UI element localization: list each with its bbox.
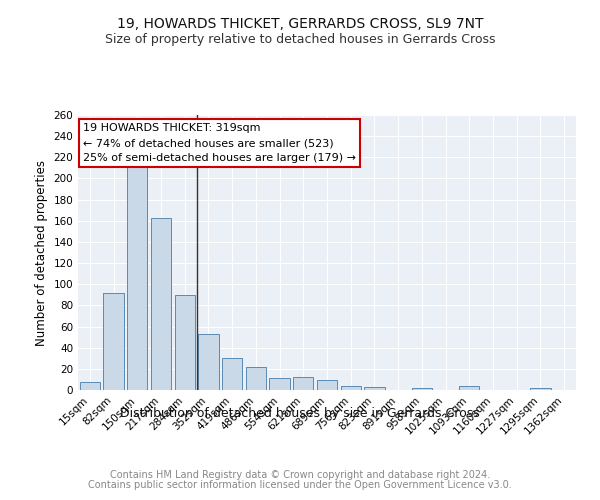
- Bar: [222, 358, 242, 390]
- Bar: [269, 378, 290, 390]
- Text: Contains HM Land Registry data © Crown copyright and database right 2024.: Contains HM Land Registry data © Crown c…: [110, 470, 490, 480]
- Bar: [341, 386, 361, 390]
- Bar: [80, 382, 100, 390]
- Bar: [530, 388, 551, 390]
- Bar: [246, 366, 266, 390]
- Bar: [317, 380, 337, 390]
- Text: Size of property relative to detached houses in Gerrards Cross: Size of property relative to detached ho…: [105, 32, 495, 46]
- Bar: [412, 388, 432, 390]
- Y-axis label: Number of detached properties: Number of detached properties: [35, 160, 48, 346]
- Text: Distribution of detached houses by size in Gerrards Cross: Distribution of detached houses by size …: [120, 408, 480, 420]
- Text: 19 HOWARDS THICKET: 319sqm
← 74% of detached houses are smaller (523)
25% of sem: 19 HOWARDS THICKET: 319sqm ← 74% of deta…: [83, 123, 356, 163]
- Bar: [199, 334, 218, 390]
- Bar: [459, 386, 479, 390]
- Bar: [151, 218, 171, 390]
- Text: 19, HOWARDS THICKET, GERRARDS CROSS, SL9 7NT: 19, HOWARDS THICKET, GERRARDS CROSS, SL9…: [117, 18, 483, 32]
- Bar: [127, 162, 148, 390]
- Bar: [175, 295, 195, 390]
- Bar: [293, 378, 313, 390]
- Text: Contains public sector information licensed under the Open Government Licence v3: Contains public sector information licen…: [88, 480, 512, 490]
- Bar: [103, 292, 124, 390]
- Bar: [364, 387, 385, 390]
